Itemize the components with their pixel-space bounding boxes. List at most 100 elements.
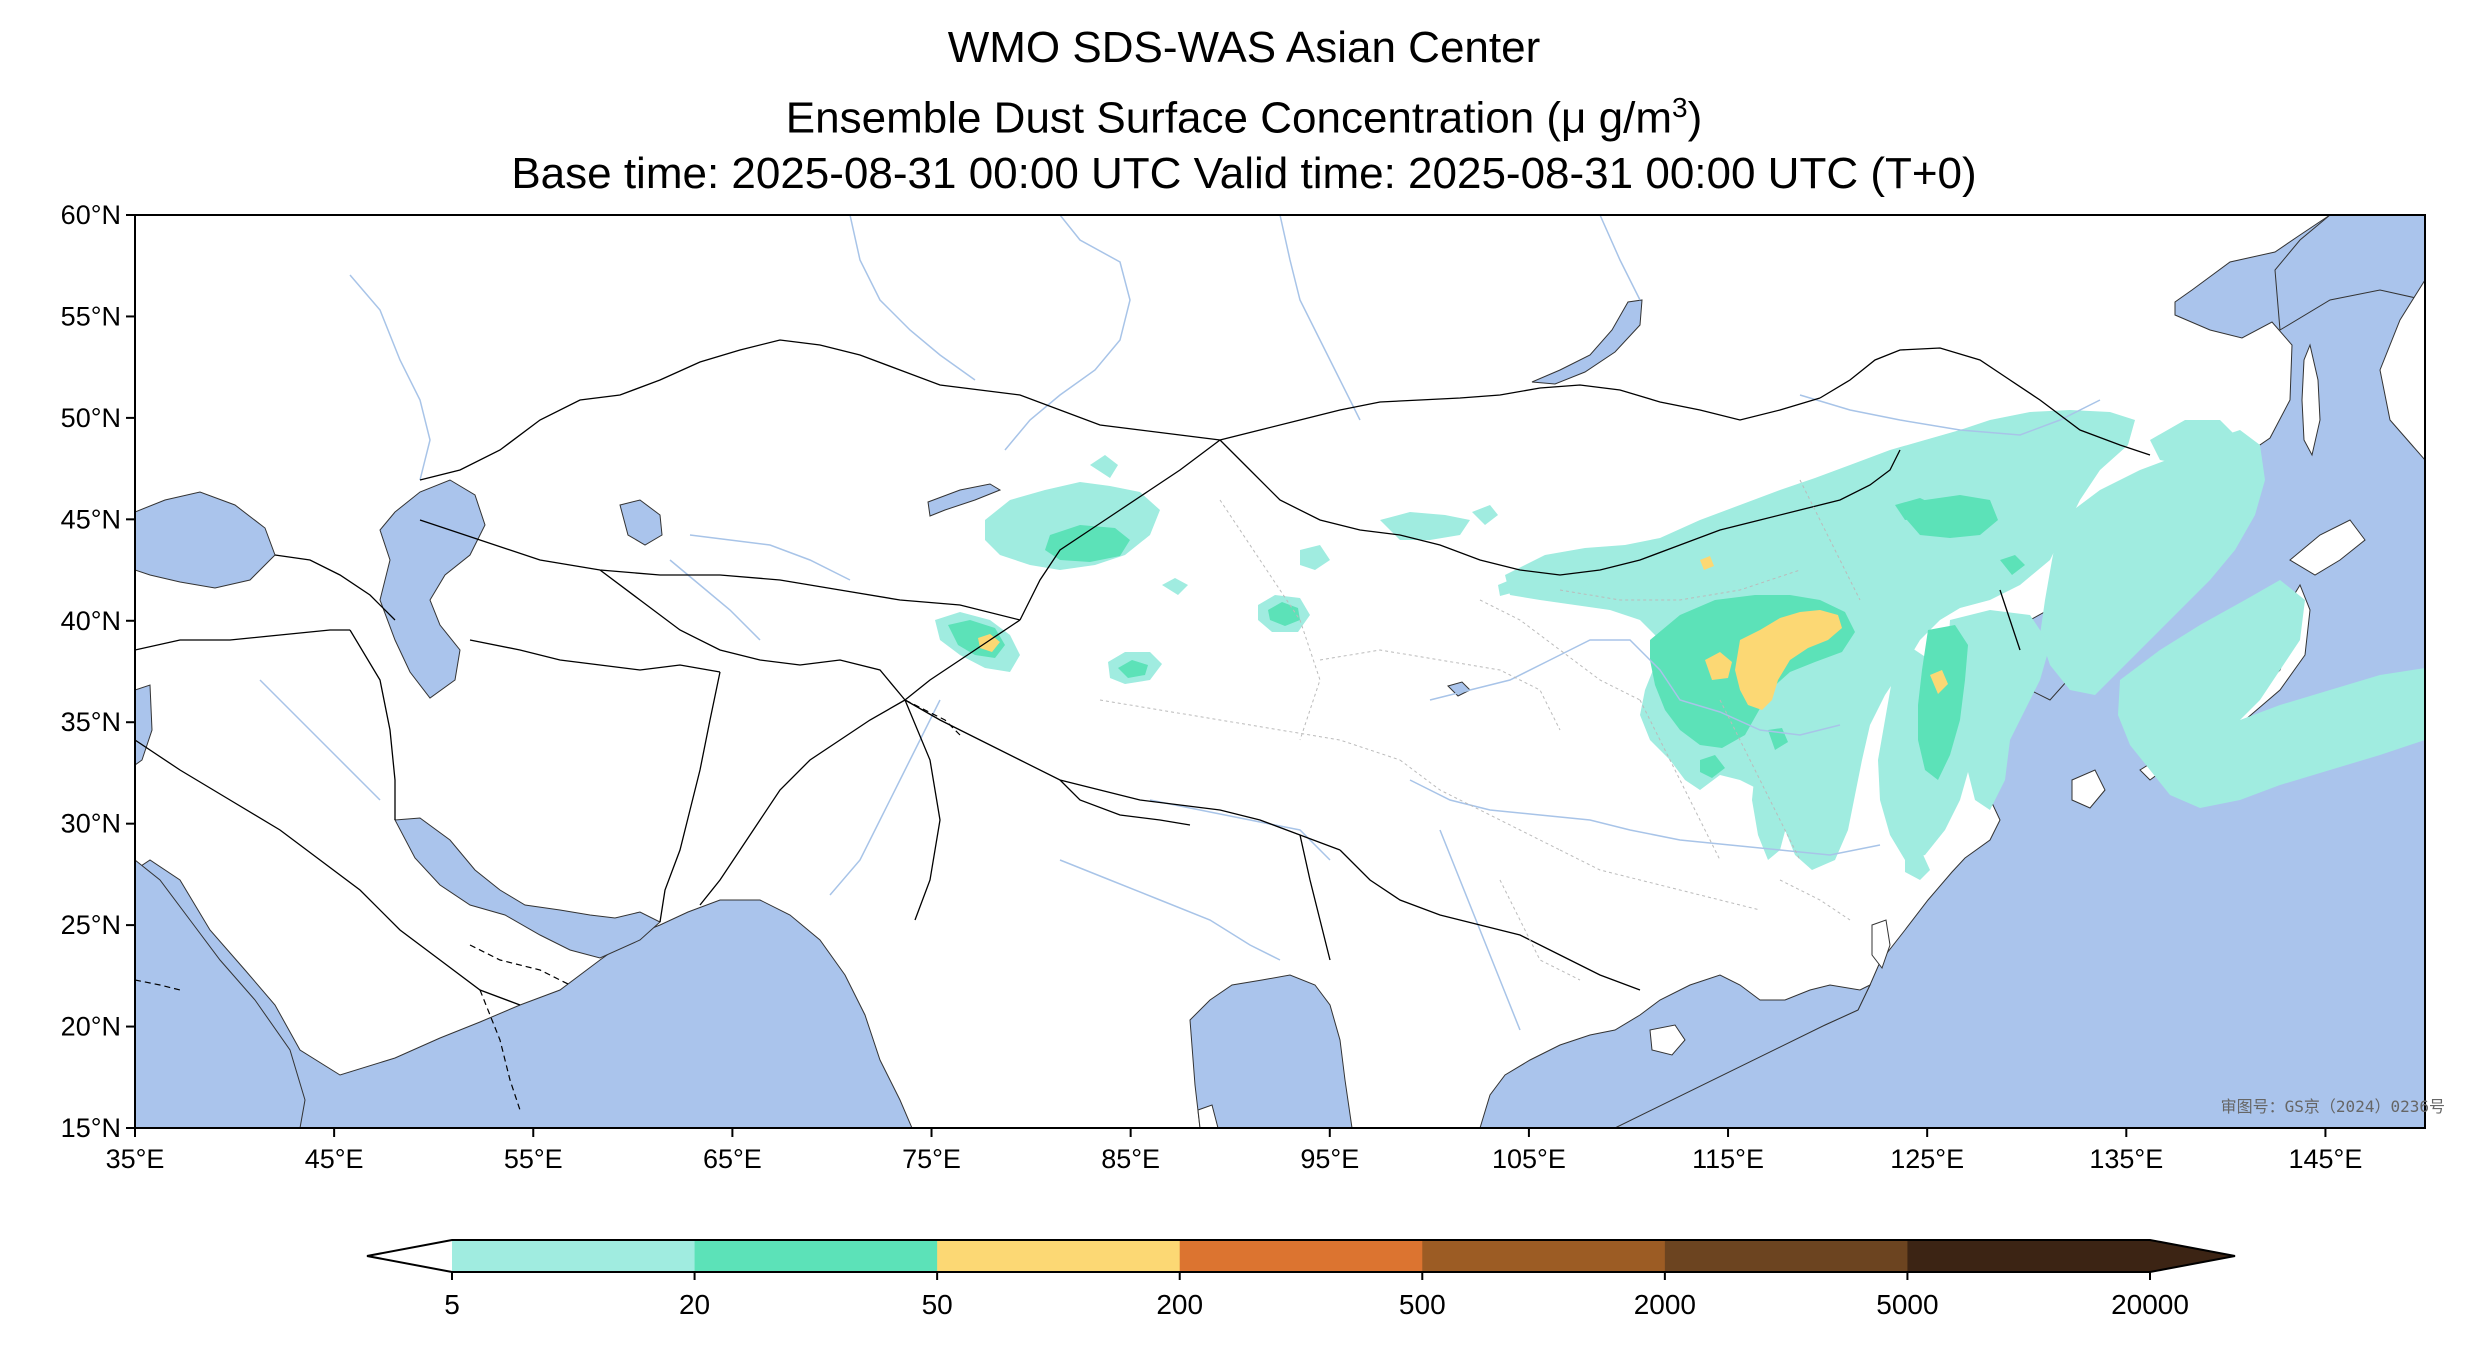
- dust-core-hulunbuir: [1900, 495, 1998, 538]
- longitude-tick-label: 125°E: [1890, 1144, 1964, 1174]
- river-ob: [1004, 215, 1131, 451]
- title-line-2-suffix: ): [1687, 93, 1703, 143]
- dust-peak-kashgar: [978, 634, 1000, 652]
- border-iran-afghanistan: [659, 671, 721, 923]
- province-border-north: [1799, 479, 1861, 601]
- dust-patch-altai: [1472, 505, 1498, 525]
- latitude-tick-label: 40°N: [61, 606, 121, 636]
- dust-core-manchuria: [2000, 555, 2025, 575]
- latitude-tick-label: 35°N: [61, 707, 121, 737]
- latitude-tick-label: 60°N: [61, 200, 121, 230]
- longitude-tick-label: 75°E: [902, 1144, 961, 1174]
- colorbar-tick-label: 2000: [1634, 1289, 1696, 1320]
- title-unit-superscript: 3: [1671, 92, 1688, 123]
- dust-patch-hexi: [1540, 565, 1600, 588]
- longitude-tick-label: 45°E: [305, 1144, 364, 1174]
- colorbar-tick-label: 50: [922, 1289, 953, 1320]
- province-border-xinjiang: [1219, 499, 1321, 741]
- dust-core-korea: [1918, 625, 1968, 780]
- river-lena: [1599, 215, 1641, 301]
- colorbar-tick-label: 20: [679, 1289, 710, 1320]
- latitude-axis: 60°N 55°N 50°N 45°N 40°N 35°N 30°N 25°N 20°N 15°N: [61, 200, 135, 1143]
- dust-patch-yellow-sea: [1948, 610, 2050, 810]
- hainan: [1649, 1024, 1686, 1056]
- longitude-tick-label: 95°E: [1300, 1144, 1359, 1174]
- dust-core-tarim-center: [1268, 602, 1300, 626]
- dust-patch-junggar: [1090, 455, 1118, 478]
- dust-patch-sakhalin: [2150, 420, 2240, 465]
- disputed-border-arabia-west: [135, 979, 181, 991]
- longitude-tick-label: 135°E: [2089, 1144, 2163, 1174]
- dust-peak-north-china: [1735, 610, 1842, 710]
- disputed-border-arabia-south: [479, 989, 521, 1111]
- border-india-pakistan: [904, 699, 941, 921]
- border-caucasus: [274, 554, 396, 621]
- river-yangtze: [1409, 779, 1881, 856]
- river-syr-darya: [689, 534, 851, 581]
- river-volga: [349, 274, 431, 481]
- persian-gulf: [394, 817, 661, 959]
- river-yenisei: [1279, 215, 1361, 421]
- japan-hokkaido: [2289, 519, 2366, 576]
- lake-balkhash: [927, 483, 1002, 517]
- dust-patch-qinghai: [1300, 545, 1330, 570]
- colorbar-segment: [937, 1240, 1181, 1272]
- dust-patch-turpan: [1162, 578, 1188, 595]
- longitude-tick-label: 85°E: [1101, 1144, 1160, 1174]
- river-ganges: [1059, 859, 1281, 961]
- border-russia-china-ne: [1819, 347, 2151, 456]
- dust-core-kazakh-east: [1045, 525, 1130, 562]
- colorbar-segment: [1664, 1240, 1908, 1272]
- border-china-central-asia: [904, 619, 1021, 701]
- longitude-axis: 35°E 45°E 55°E 65°E 75°E 85°E 95°E 105°E 115°E 12…: [106, 1128, 2362, 1174]
- colorbar-segment: [1422, 1240, 1666, 1272]
- lake-baikal: [1531, 299, 1643, 385]
- river-mekong: [1439, 829, 1521, 1031]
- japan-kyushu: [2071, 769, 2106, 809]
- title-unit: μ g/m: [1561, 93, 1672, 143]
- border-myanmar-india: [1299, 834, 1331, 961]
- longitude-tick-label: 115°E: [1692, 1144, 1764, 1174]
- province-borders-layer: [1099, 479, 1861, 981]
- province-border-inner-mongolia: [1559, 569, 1801, 601]
- border-russia-kazakhstan: [419, 339, 1221, 481]
- longitude-tick-label: 35°E: [106, 1144, 165, 1174]
- province-border-southwest: [1499, 879, 1581, 981]
- border-china-kazakhstan: [1019, 439, 1221, 621]
- latitude-tick-label: 15°N: [61, 1113, 121, 1143]
- disputed-border-kashmir: [904, 699, 961, 736]
- province-border-tibet: [1099, 699, 1401, 761]
- dust-patch-taiwan-strait: [1905, 848, 1930, 880]
- river-yellow: [1429, 639, 1841, 736]
- bay-of-bengal: [1189, 974, 1353, 1128]
- longitude-tick-label: 105°E: [1492, 1144, 1566, 1174]
- dust-peak-mongolia: [1700, 556, 1714, 570]
- mediterranean-edge: [135, 684, 153, 766]
- dust-level-50-200: [978, 556, 1948, 710]
- border-turkey: [135, 629, 350, 651]
- border-saudi-arabia: [135, 739, 521, 1006]
- border-afghanistan-pakistan: [699, 699, 906, 906]
- dust-patch-manchuria: [2040, 430, 2265, 695]
- border-china-southeast-asia: [1339, 849, 1641, 991]
- latitude-tick-label: 50°N: [61, 403, 121, 433]
- dust-core-tarim-south: [1118, 660, 1148, 678]
- title-line-2: Ensemble Dust Surface Concentration (μ g…: [0, 82, 2488, 145]
- rivers-layer: [259, 215, 2101, 1031]
- approval-stamp: 审图号：GS京（2024）0236号: [2221, 1097, 2445, 1116]
- river-brahmaputra: [1149, 799, 1331, 861]
- border-central-asia-middle: [599, 569, 906, 701]
- colorbar-tick-label: 5000: [1876, 1289, 1938, 1320]
- colorbar-segment: [1179, 1240, 1423, 1272]
- sea-of-okhotsk: [2274, 215, 2425, 331]
- province-border-southeast: [1779, 879, 1851, 921]
- colorbar-extend-high: [2150, 1240, 2235, 1272]
- river-amur: [1799, 394, 2101, 436]
- sri-lanka-tip: [1197, 1104, 1219, 1128]
- borders-layer: [135, 339, 2151, 1006]
- dust-patch-hainan-east: [1752, 765, 1790, 860]
- colorbar-tick-label: 20000: [2111, 1289, 2189, 1320]
- river-indus: [829, 699, 941, 896]
